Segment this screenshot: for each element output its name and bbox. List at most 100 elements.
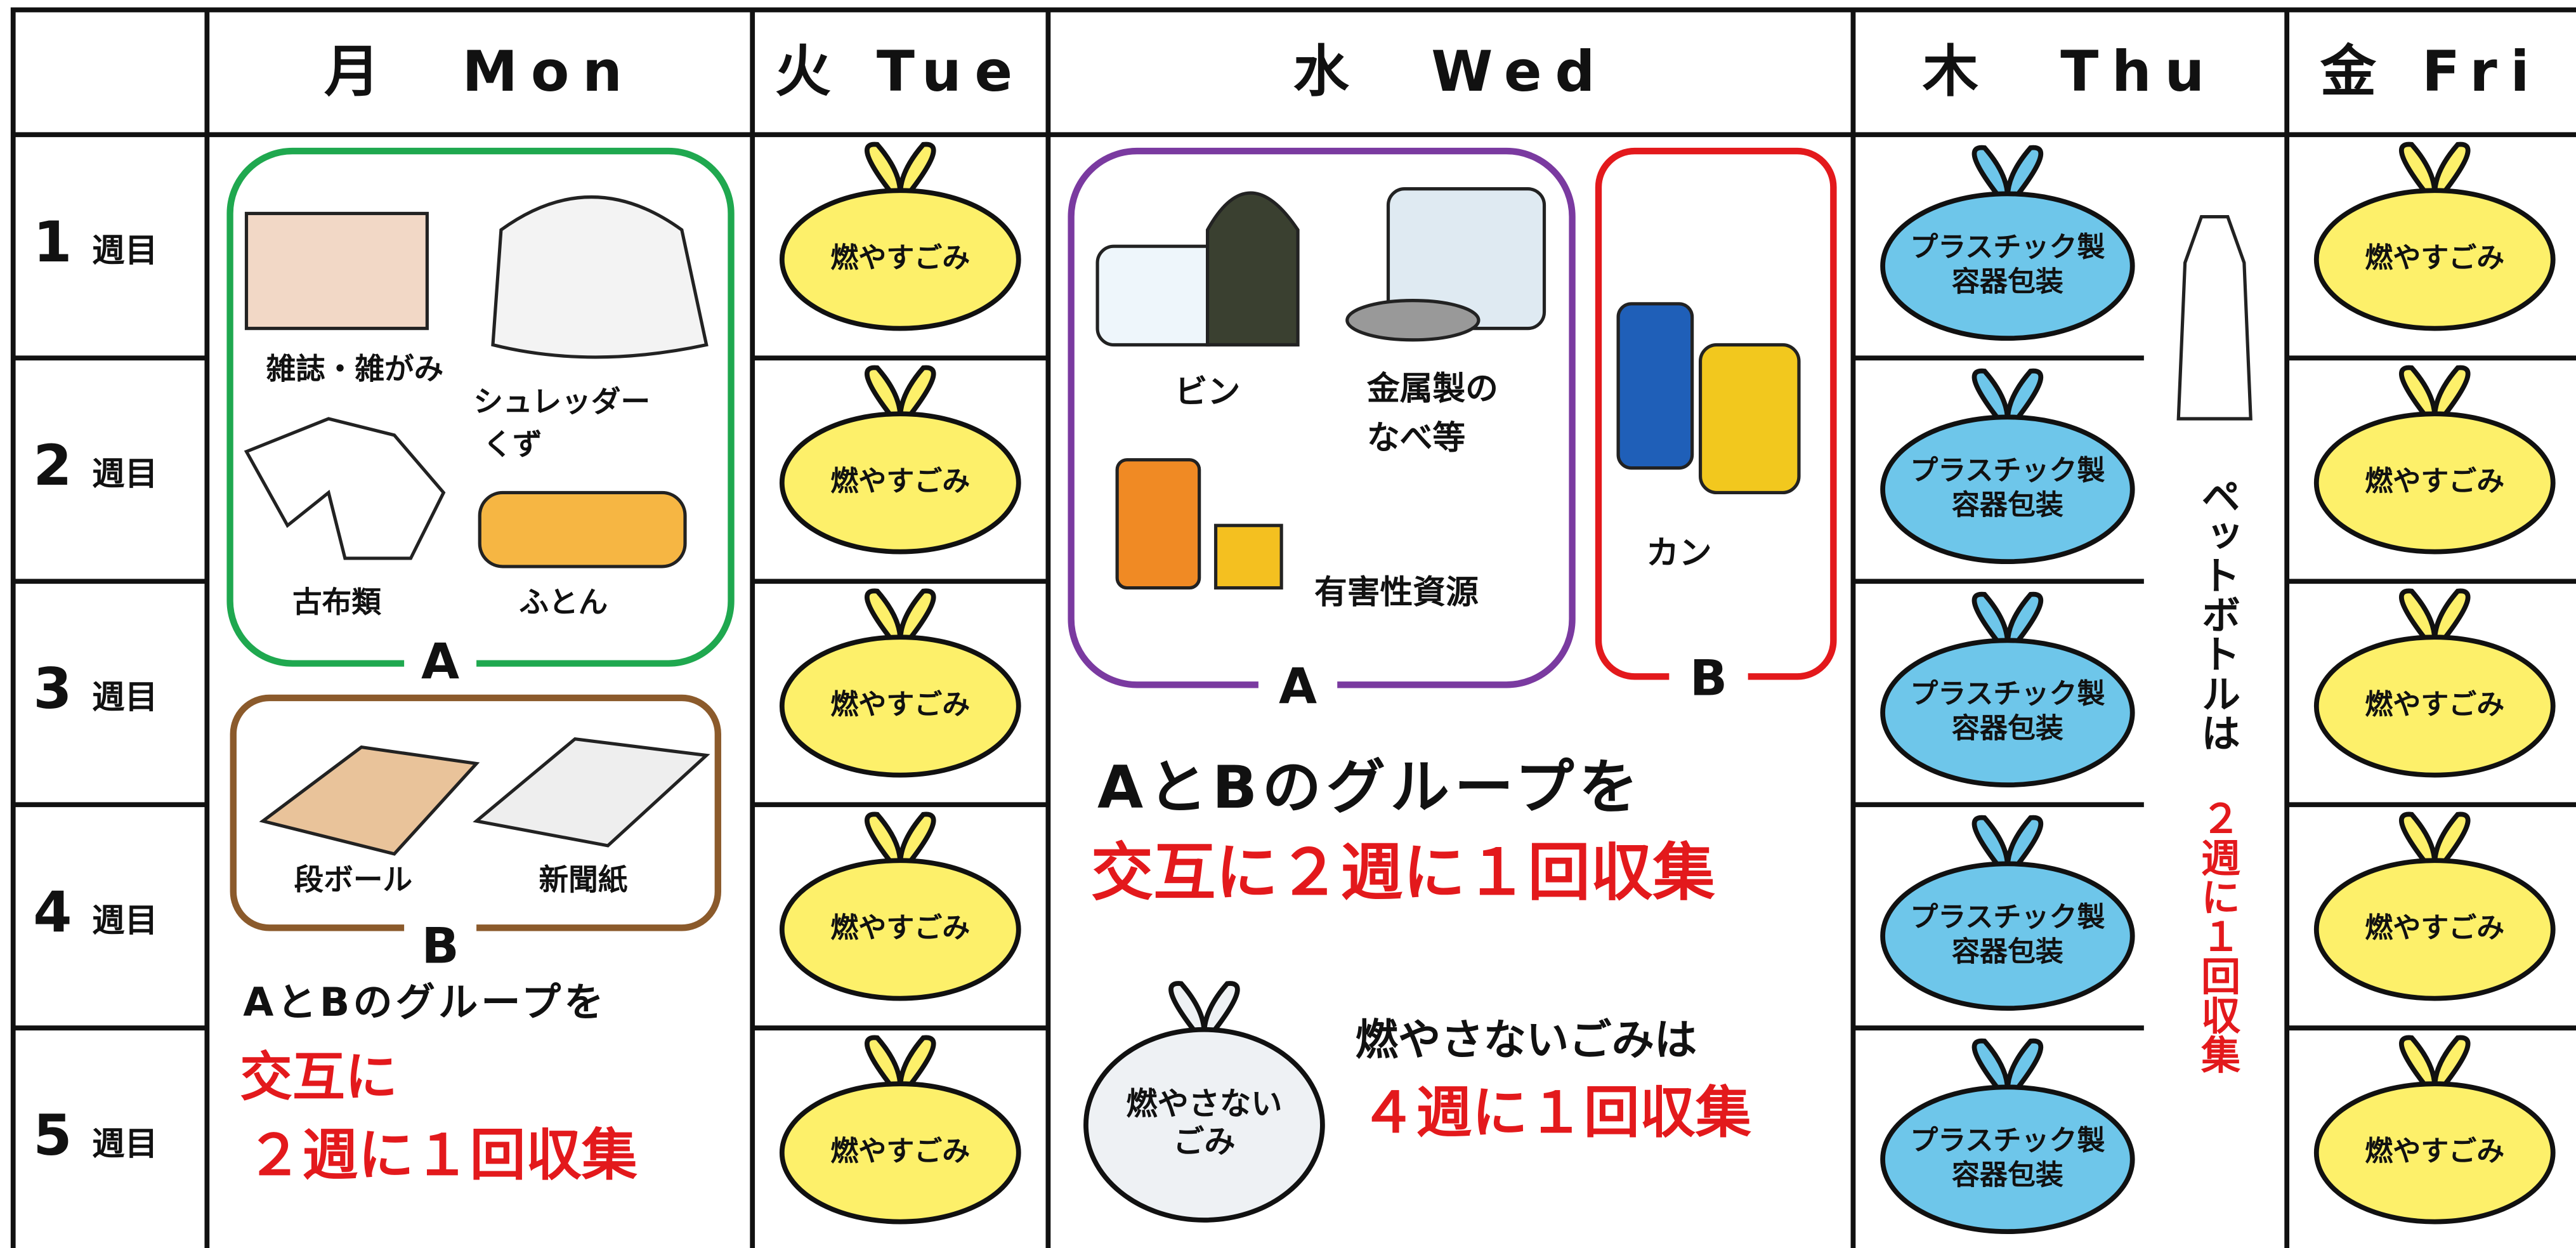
row-lines (13, 355, 2576, 1031)
note: ２週に１回収集 (246, 1122, 637, 1188)
vertical-note: ペットボトルは (2194, 476, 2240, 752)
item-label: ふとん (519, 585, 608, 619)
bag-label: 容器包装 (1952, 265, 2063, 298)
week-number: 2 (33, 433, 72, 498)
bag-body (779, 411, 1021, 555)
day-header: 月 Mon (324, 39, 635, 104)
tin-can-icon (1698, 343, 1801, 495)
item-label: 古布類 (292, 585, 381, 619)
item-label: くず (483, 427, 542, 461)
week-label: 週目 (92, 679, 158, 717)
bag-label: 燃やすごみ (830, 912, 970, 944)
week-number: 3 (33, 656, 72, 721)
group-label: A (1279, 659, 1317, 716)
bag-label: プラスチック製 (1910, 901, 2105, 933)
pet-bottle-icon (2176, 215, 2252, 421)
week-number: 4 (33, 879, 72, 945)
bag-label: 容器包装 (1952, 489, 2063, 521)
bag-label: プラスチック製 (1910, 678, 2105, 710)
bag-body (2313, 634, 2556, 778)
bag-label: 燃やすごみ (2365, 465, 2504, 497)
outer-border (10, 7, 2576, 1248)
clothes-icon (244, 417, 446, 560)
bag-label: 燃やさない (1126, 1086, 1282, 1122)
bag-body (1880, 1084, 2135, 1235)
battery-icon (1213, 523, 1283, 590)
day-header: 金 Fri (2320, 39, 2542, 104)
bag-label: 容器包装 (1952, 712, 2063, 744)
group-label: A (421, 634, 459, 691)
bag-label: プラスチック製 (1910, 454, 2105, 487)
bag-label: 燃やすごみ (2365, 688, 2504, 721)
item-label: なべ等 (1367, 419, 1465, 457)
bag-label: 燃やすごみ (2365, 912, 2504, 944)
bag-body (779, 634, 1021, 778)
grid (10, 7, 2576, 1248)
note: 交互に (240, 1046, 398, 1108)
pan-icon (1345, 299, 1481, 342)
can-icon (1616, 302, 1694, 470)
week-number: 1 (33, 209, 72, 275)
shredder-bag-icon (491, 195, 709, 359)
bag-body (2313, 188, 2556, 331)
bag-body (1083, 1027, 1325, 1223)
bag-label: 燃やすごみ (2365, 1135, 2504, 1167)
week-label: 週目 (92, 456, 158, 494)
bag-label: プラスチック製 (1910, 1124, 2105, 1157)
mon-group-a-frame (226, 147, 735, 667)
note: AとBのグループを (243, 979, 606, 1025)
item-label: ビン (1175, 373, 1241, 411)
item-label: 有害性資源 (1314, 574, 1479, 612)
item-label: 雑誌・雑がみ (266, 351, 444, 386)
bag-body (1880, 191, 2135, 341)
magazines-icon (244, 211, 429, 331)
note: 燃やさないごみは (1356, 1015, 1697, 1065)
item-label: シュレッダー (473, 384, 650, 419)
bag-body (1880, 414, 2135, 565)
bag-body (2313, 411, 2556, 555)
bag-body (779, 1081, 1021, 1225)
cardboard-icon (259, 745, 480, 856)
bag-label: 燃やすごみ (830, 242, 970, 274)
bag-label: ごみ (1173, 1123, 1235, 1160)
day-header: 水 Wed (1293, 39, 1608, 104)
bag-label: 燃やすごみ (830, 688, 970, 721)
week-number: 5 (33, 1103, 72, 1168)
day-header: 木 Thu (1923, 39, 2218, 104)
illustrations (244, 187, 2252, 856)
newspaper-icon (473, 737, 710, 848)
item-label: カン (1646, 534, 1712, 572)
bag-body (1880, 861, 2135, 1011)
bottle-icon (1206, 191, 1300, 347)
item-label: 段ボール (294, 862, 412, 897)
week-label: 週目 (92, 1126, 158, 1164)
note: 交互に２週に１回収集 (1091, 837, 1716, 909)
bag-label: 燃やすごみ (2365, 242, 2504, 274)
item-label: 金属製の (1367, 370, 1498, 408)
week-label: 週目 (92, 232, 158, 270)
day-header: 火 Tue (775, 39, 1026, 104)
bag-body (779, 188, 1021, 331)
group-label: B (421, 917, 459, 975)
bag-body (2313, 858, 2556, 1001)
bag-label: プラスチック製 (1910, 231, 2105, 263)
bag-body (1880, 638, 2135, 788)
item-label: 新聞紙 (539, 862, 628, 897)
note: ４週に１回収集 (1360, 1080, 1751, 1145)
bag-label: 燃やすごみ (830, 1135, 970, 1167)
bag-body (2313, 1081, 2556, 1225)
note: AとBのグループを (1097, 752, 1643, 822)
vertical-note: ２週に１回収集 (2194, 798, 2241, 1074)
bag-label: 容器包装 (1952, 1159, 2063, 1191)
group-label: B (1690, 650, 1727, 707)
bag-label: 容器包装 (1952, 935, 2063, 968)
week-label: 週目 (92, 902, 158, 940)
futon-icon (478, 490, 687, 568)
label-gaps (404, 647, 1748, 945)
bag-body (779, 858, 1021, 1001)
gas-can-icon (1115, 458, 1201, 590)
bag-label: 燃やすごみ (830, 465, 970, 497)
